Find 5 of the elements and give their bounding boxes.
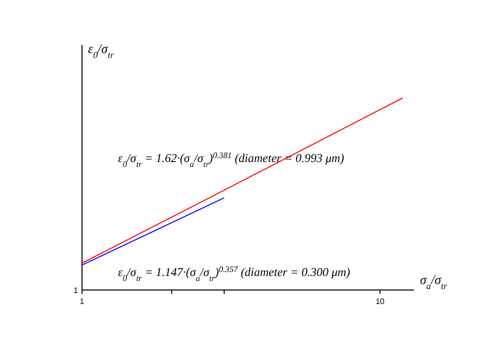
text: 1 [74, 286, 79, 295]
x-axis-title: σ$_{a}$/σ$_{tr}$ [420, 272, 448, 291]
text: ε$_{0}$/σ$_{tr}$ = 1.147·(σ$_{a}$/σ$_{tr}$)$^{0.357}$ (diameter = 0.300 μm) [118, 264, 350, 282]
y-axis-title: ε$_{0}$/σ$_{tr}$ [88, 41, 114, 60]
x-tick-label: 10 [376, 297, 386, 306]
